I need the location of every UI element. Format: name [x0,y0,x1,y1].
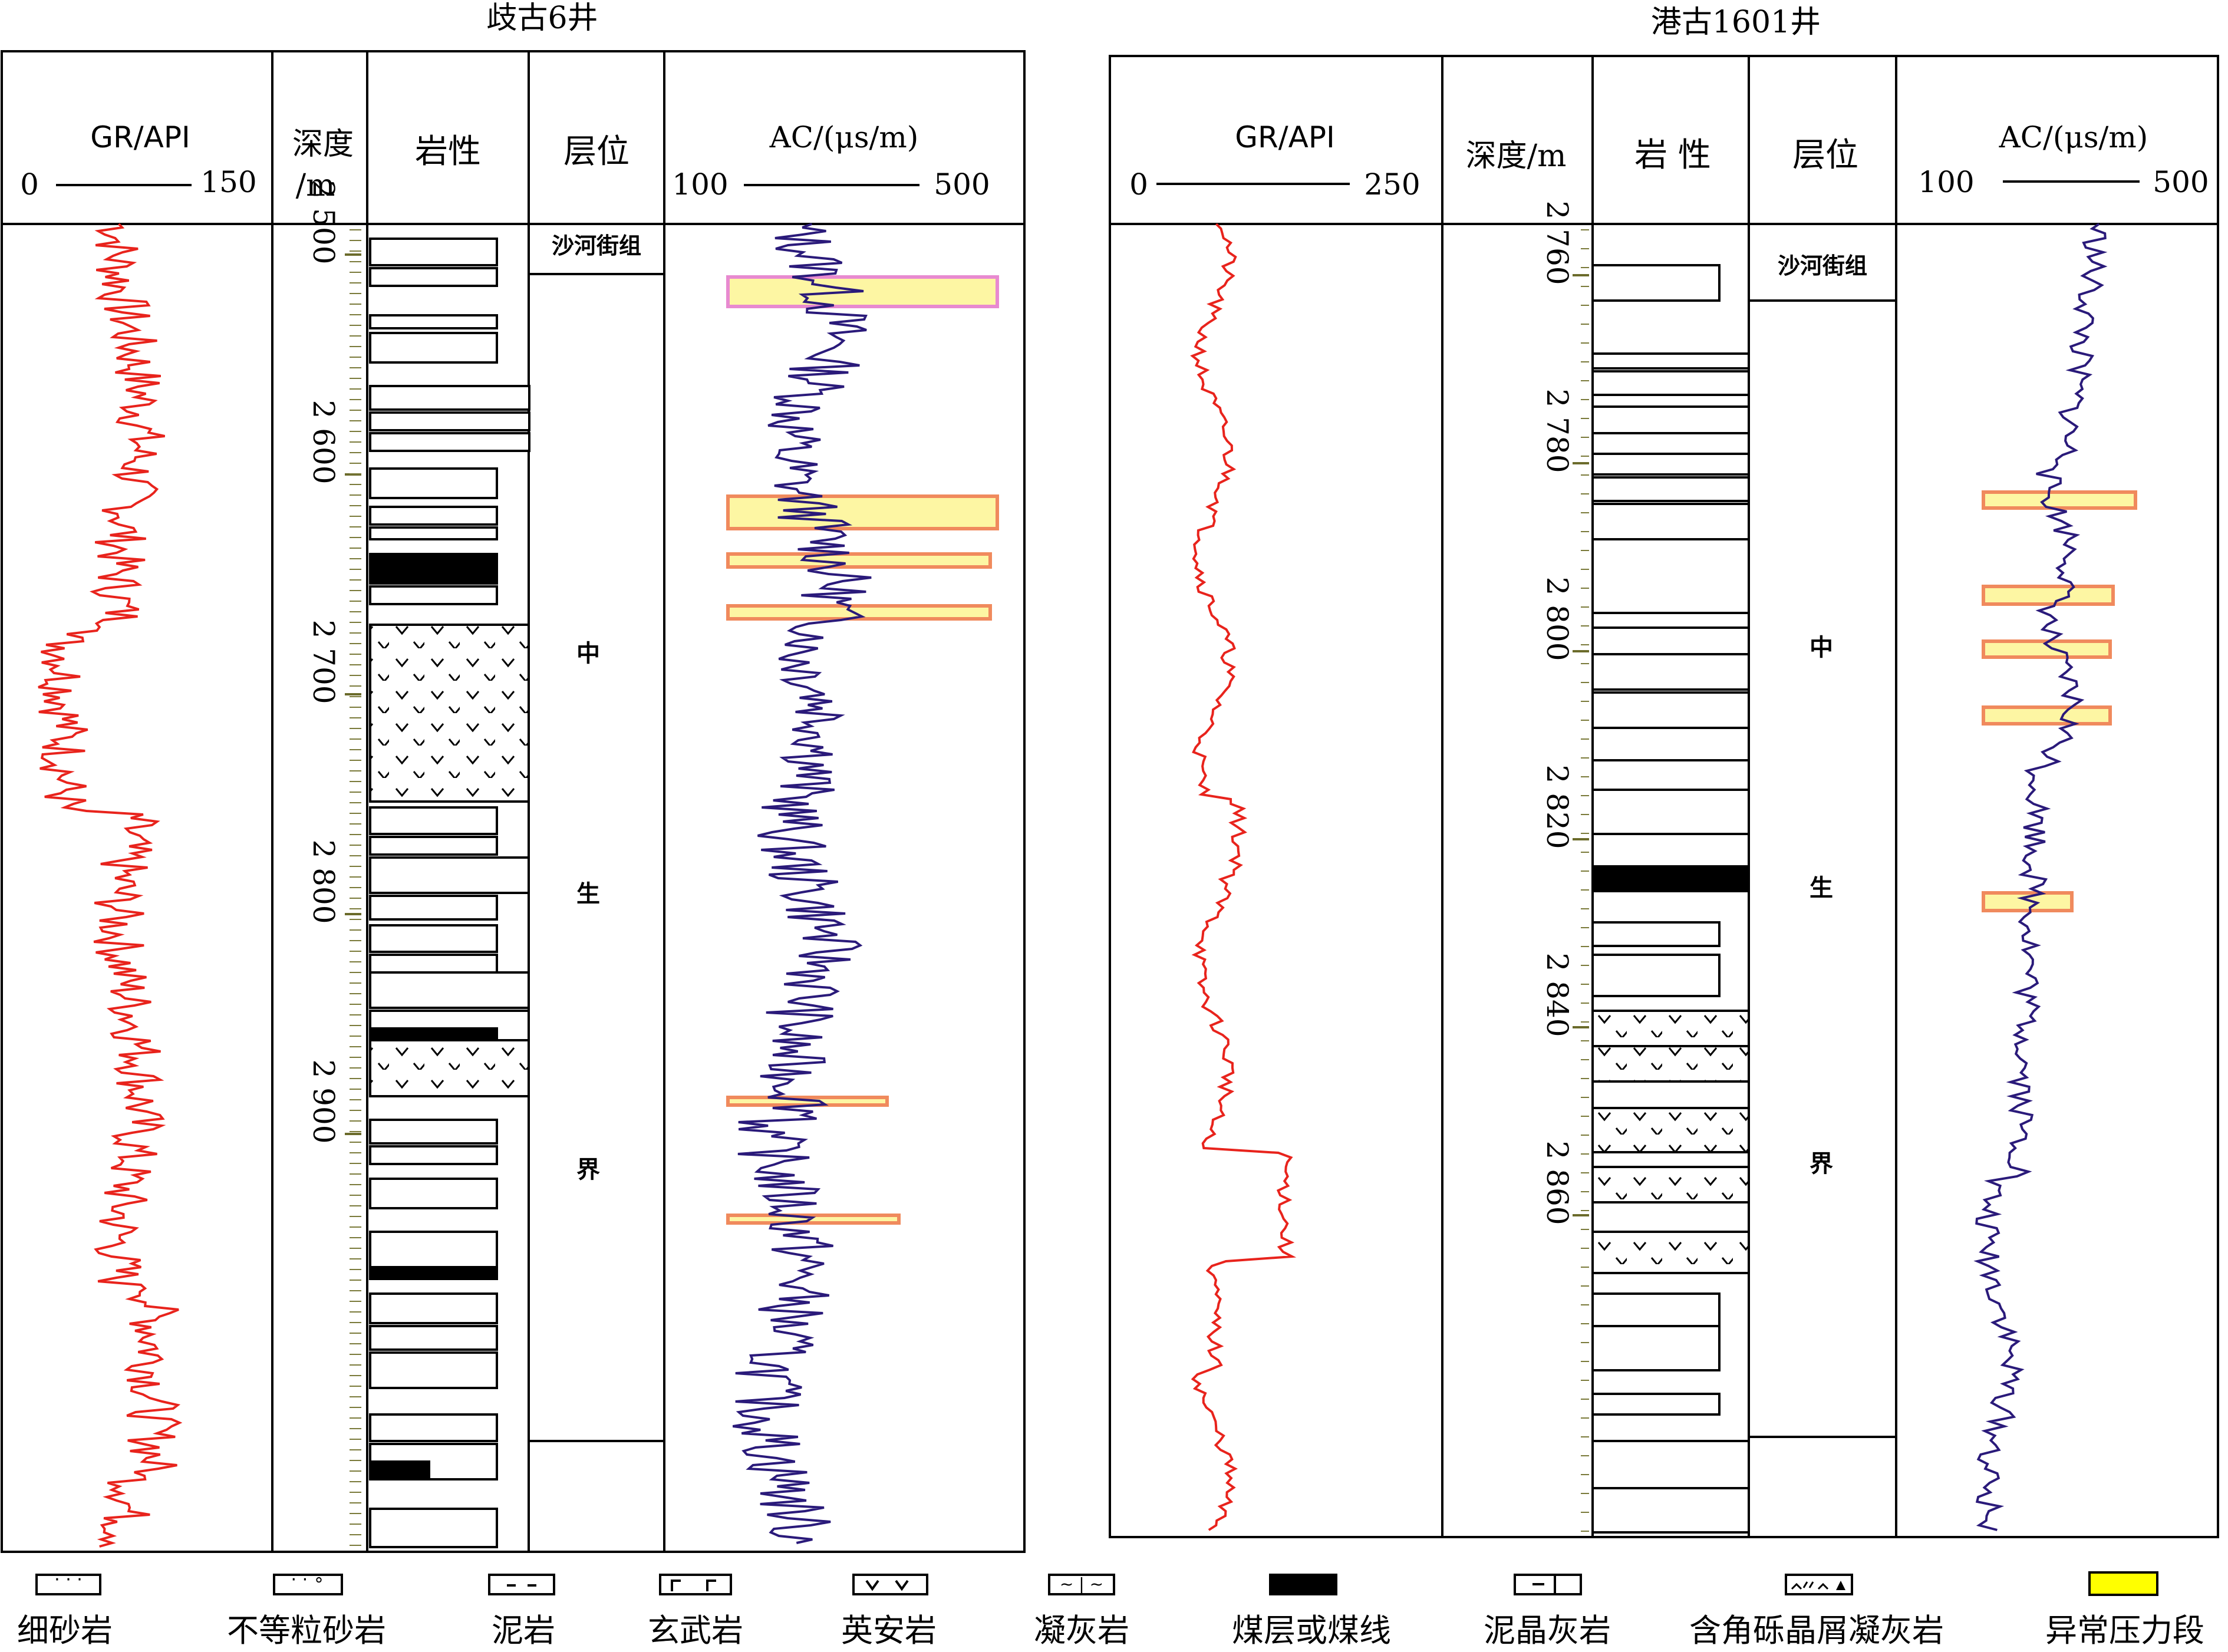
legend-dacite: 英安岩 [841,1574,937,1649]
legend-label: 泥晶灰岩 [1484,1612,1611,1649]
well-1-gr-curve [38,223,183,1548]
legend-label: 异常压力段 [2045,1612,2204,1649]
strata-main-char-1: 中 [576,640,600,667]
gr-header: GR/API [1235,120,1334,154]
ac-scale-max: 500 [934,167,990,202]
abnormal-pressure-zone [1982,585,2115,606]
well-2-panel: 港古1601井 GR/API 0 250 深度/m 岩 性 层位 AC/(μs/… [1109,5,2219,1538]
legend-label: 煤层或煤线 [1232,1612,1391,1649]
lithology-header: 岩性 [415,133,481,171]
depth-tick-label: 2 840 [1540,952,1574,1037]
well-2-lithology-column [1591,264,1750,1534]
legend-label: 玄武岩 [648,1612,743,1649]
well-2-frame [1109,55,2219,1538]
gr-scale-max: 250 [1364,167,1420,202]
depth-tick-label: 2 760 [1540,200,1574,285]
legend-micrite: 泥晶灰岩 [1484,1574,1611,1649]
strata-main-char-3: 界 [1810,1150,1833,1178]
depth-tick-label: 2 600 [306,400,341,484]
depth-tick-label: 2 800 [306,839,341,924]
abnormal-pressure-zone [726,1214,901,1225]
depth-header: 深度 [292,127,354,162]
lithology-header: 岩 性 [1634,136,1711,174]
well-2-title: 港古1601井 [1651,5,1821,40]
well-1-ac-curve [732,223,872,1544]
depth-tick-label: 2 700 [306,619,341,704]
abnormal-pressure-zone [1982,705,2112,726]
well-2-abnormal-zones [1982,490,2137,912]
strata-main-char-2: 生 [1810,875,1833,902]
well-1-abnormal-zones [726,275,999,1225]
depth-header: 深度/m [1466,139,1567,174]
legend-mudstone: 泥岩 [488,1574,555,1649]
depth-unit: /m [296,168,335,203]
well-2-gr-curve [1190,223,1297,1531]
svg-text:· · ·: · · · [54,1569,83,1590]
ac-scale-min: 100 [672,167,728,202]
well-2-depth-ticks: 2 760 2 780 2 800 2 820 2 840 2 860 [1540,200,1589,1532]
legend: · · · 细砂岩 · · ∘ 不等粒砂岩 泥岩 玄武岩 英安岩 ~ | ~ 凝… [17,1569,2204,1649]
ac-scale-min: 100 [1918,165,1974,199]
gr-scale-min: 0 [20,167,39,202]
well-1-lithology-column [369,238,530,1548]
strata-header: 层位 [563,133,629,171]
abnormal-pressure-zone [726,604,992,621]
legend-label: 英安岩 [841,1612,937,1649]
legend-coal: 煤层或煤线 [1232,1574,1391,1649]
strata-main-char-3: 界 [576,1156,600,1183]
legend-label: 细砂岩 [17,1612,113,1649]
legend-fine-sandstone: · · · 细砂岩 [17,1569,113,1649]
legend-basalt: 玄武岩 [648,1574,743,1649]
legend-breccia-tuff: 含角砾晶屑凝灰岩 [1689,1574,1944,1649]
gr-scale-max: 150 [200,165,256,199]
well-1-frame [1,50,1026,1553]
strata-top-label: 沙河街组 [552,233,641,259]
ac-header: AC/(μs/m) [769,120,919,154]
legend-abnormal-pressure: 异常压力段 [2045,1571,2204,1649]
abnormal-pressure-zone [1982,891,2074,912]
ac-header: AC/(μs/m) [1999,120,2148,154]
legend-unequal-grain-sandstone: · · ∘ 不等粒砂岩 [227,1569,386,1649]
well-1-title: 歧古6井 [486,1,598,36]
strata-top-label: 沙河街组 [1778,253,1867,279]
legend-label: 泥岩 [492,1612,555,1649]
depth-tick-label: 2 820 [1540,764,1574,849]
ac-scale-max: 500 [2153,165,2209,199]
legend-tuff: ~ | ~ 凝灰岩 [1034,1574,1129,1649]
depth-tick-label: 2 900 [306,1059,341,1143]
depth-tick-label: 2 860 [1540,1140,1574,1225]
strata-main-char-2: 生 [576,881,600,908]
svg-text:· · ∘: · · ∘ [291,1569,325,1590]
well-2-ac-curve [1973,223,2108,1531]
svg-text:~ | ~: ~ | ~ [1060,1574,1103,1594]
legend-label: 凝灰岩 [1034,1612,1129,1649]
abnormal-pressure-zone [726,494,999,530]
legend-label: 不等粒砂岩 [227,1612,386,1649]
legend-label: 含角砾晶屑凝灰岩 [1689,1612,1944,1649]
strata-main-char-1: 中 [1810,634,1833,661]
well-1-panel: 歧古6井 GR/API 0 150 深度 /m 岩性 层位 AC/(μs/m) … [1,1,1026,1553]
strata-header: 层位 [1792,136,1858,174]
depth-tick-label: 2 780 [1540,388,1574,473]
depth-tick-label: 2 500 [306,180,341,264]
gr-header: GR/API [90,120,190,154]
well-1-depth-ticks: 2 500 2 600 2 700 2 800 2 900 [306,180,361,1546]
depth-tick-label: 2 800 [1540,576,1574,661]
gr-scale-min: 0 [1129,167,1148,202]
abnormal-pressure-zone [726,552,992,569]
abnormal-pressure-zone [1982,490,2137,510]
